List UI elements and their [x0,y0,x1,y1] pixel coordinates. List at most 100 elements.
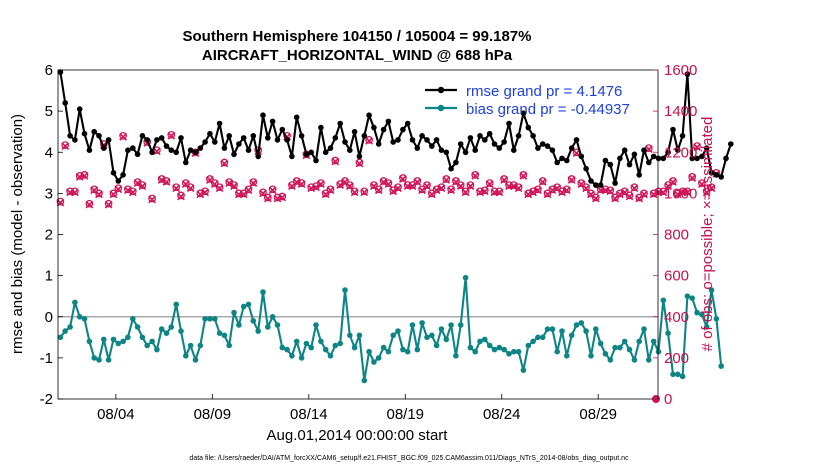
rmse-point [245,147,252,153]
obs-possible-marker [640,189,648,198]
obs-assimilated-stroke [365,137,373,145]
obs-assimilated-marker [398,175,407,183]
obs-assimilated-marker [186,184,195,193]
rmse-point [57,69,64,75]
bias-point [298,355,305,361]
rmse-point [679,133,686,139]
obs-possible-marker [413,177,422,185]
obs-possible-marker [273,193,282,202]
rmse-point [337,120,344,127]
obs-assimilated-marker [374,186,383,195]
obs-assimilated-marker [114,185,123,194]
bias-point [607,357,614,363]
rmse-point [67,133,73,139]
obs-assimilated-stroke [582,184,591,193]
obs-possible-marker [317,179,325,187]
legend-bias-label: bias grand pr = -0.44937 [466,101,630,118]
rmse-point [327,145,334,151]
bias-point [655,348,662,355]
bias-point [602,351,609,357]
obs-possible-marker [698,179,706,187]
bias-point [216,330,223,337]
rmse-point [173,149,179,156]
rmse-point [395,137,401,143]
obs-assimilated-stroke [370,182,378,191]
obs-assimilated-marker [442,176,451,184]
y-tick-label: 5 [45,103,53,120]
bias-point [506,351,512,357]
rmse-point [453,159,459,166]
obs-assimilated-stroke [471,172,480,180]
obs-assimilated-stroke [558,188,566,197]
rmse-point [91,128,97,135]
obs-possible-marker [220,158,229,167]
bias-point [650,338,657,345]
obs-possible-marker [90,185,99,194]
obs-assimilated-marker [582,184,591,193]
rmse-point [400,126,406,133]
bias-point [593,326,599,332]
obs-assimilated-stroke [177,192,185,201]
obs-possible-marker [635,193,644,202]
bias-point [626,346,633,353]
bias-point [81,316,88,322]
rmse-point [231,151,237,158]
obs-assimilated-marker [355,159,364,168]
rmse-point [419,133,425,139]
obs-assimilated-marker [456,182,465,191]
bias-point [573,322,580,328]
obs-assimilated-stroke [567,176,576,184]
rmse-point [486,130,493,137]
rmse-point [472,147,479,153]
obs-possible-marker [543,189,552,198]
bias-point [187,342,194,349]
rmse-point [158,135,165,141]
obs-assimilated-stroke [548,186,557,195]
rmse-point [621,147,628,153]
bias-point [356,332,363,339]
bias-point [636,338,642,345]
bias-point [482,336,488,343]
obs-assimilated-marker [606,187,615,196]
obs-assimilated-stroke [606,187,615,196]
bias-point [477,338,483,345]
rmse-point [535,145,541,151]
obs-assimilated-stroke [220,159,229,168]
obs-possible-marker [553,183,562,192]
bias-point [385,348,392,355]
rmse-point [101,145,107,151]
obs-assimilated-stroke [524,190,533,199]
obs-possible-marker [611,193,619,202]
rmse-point [530,133,536,139]
obs-assimilated-marker [153,147,161,156]
bias-point [699,311,705,318]
rmse-point [183,159,189,166]
legend-rmse-marker [437,86,445,94]
bias-point [597,340,604,347]
obs-assimilated-stroke [437,184,446,193]
rmse-point [72,137,78,143]
bias-point [96,357,102,363]
rmse-point [477,133,483,139]
obs-assimilated-stroke [244,186,253,195]
rmse-point [390,139,397,145]
rmse-point [274,137,281,143]
rmse-point [660,155,667,162]
obs-assimilated-stroke [133,179,142,187]
obs-assimilated-stroke [297,180,306,188]
obs-assimilated-stroke [432,186,441,195]
obs-assimilated-marker [345,182,354,191]
rmse-point [443,149,450,156]
obs-possible-marker [206,175,214,183]
obs-possible-marker [360,187,369,196]
y-tick-label: 1 [45,268,53,285]
rmse-point [366,112,372,118]
bias-point [183,353,189,359]
bias-point [110,336,117,343]
bias-point [91,355,97,361]
obs-assimilated-marker [591,194,600,203]
bias-point [154,346,160,353]
bias-point [313,322,319,328]
obs-assimilated-stroke [466,182,475,191]
obs-assimilated-marker [148,195,156,204]
